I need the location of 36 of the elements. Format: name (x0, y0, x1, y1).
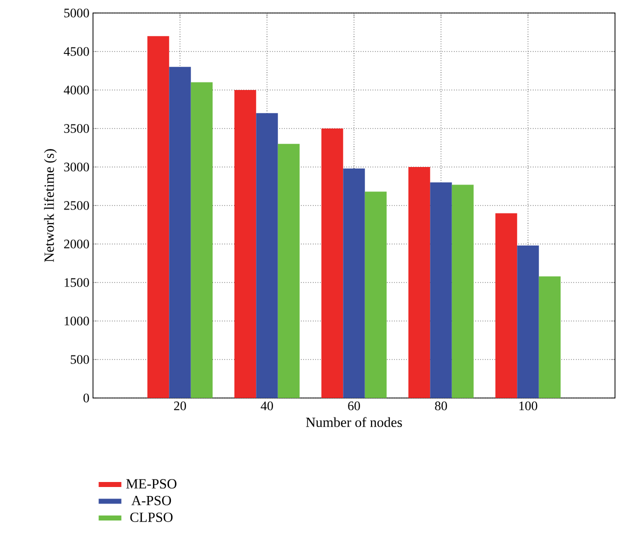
legend-label: A-PSO (131, 496, 171, 506)
bar (538, 276, 561, 398)
y-tick-label: 0 (84, 394, 89, 402)
legend-label: ME-PSO (126, 479, 176, 489)
y-tick-label: 3000 (64, 162, 89, 172)
y-tick-label: 4500 (64, 47, 89, 56)
y-tick-label: 2000 (64, 240, 89, 248)
y-tick-label: 5000 (64, 8, 89, 18)
y-axis-title: Network lifetime (s) (44, 149, 57, 262)
bar (169, 66, 191, 398)
x-tick-label: 80 (435, 402, 447, 410)
y-tick-label: 1000 (64, 316, 89, 326)
bar (256, 113, 278, 398)
bar (408, 167, 430, 398)
bar (321, 128, 344, 398)
x-axis-title: Number of nodes (306, 417, 402, 428)
bar (364, 192, 387, 398)
bar (495, 213, 518, 398)
bar (343, 168, 365, 398)
y-tick-label: 1500 (64, 278, 89, 287)
bar (147, 36, 170, 398)
bar (234, 90, 256, 398)
legend-label: CLPSO (130, 512, 173, 522)
bar (190, 82, 213, 398)
y-tick-label: 3500 (64, 124, 89, 133)
bar (278, 144, 300, 398)
x-tick-label: 40 (260, 402, 273, 410)
y-tick-label: 500 (70, 355, 89, 364)
bar (430, 182, 452, 398)
x-tick-label: 100 (519, 402, 538, 410)
y-tick-label: 4000 (64, 86, 89, 94)
x-tick-label: 20 (174, 402, 186, 410)
y-tick-label: 2500 (64, 201, 89, 210)
bar (452, 184, 474, 398)
bar (517, 246, 539, 398)
x-tick-label: 60 (348, 402, 360, 410)
